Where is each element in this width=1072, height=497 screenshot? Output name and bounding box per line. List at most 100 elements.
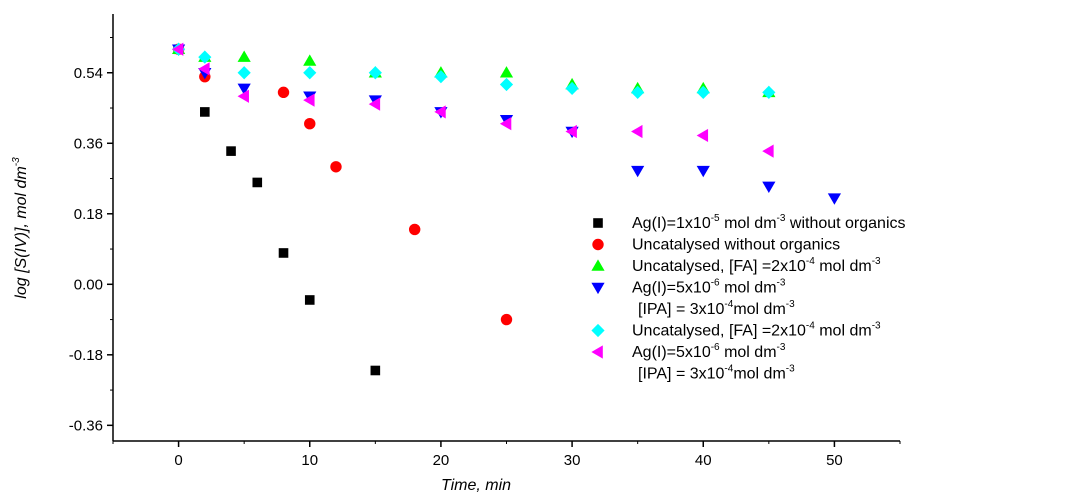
legend-label-text: [IPA] = 3x10 <box>638 301 725 318</box>
legend-marker <box>591 345 603 359</box>
y-axis-title-sup: -3 <box>11 157 22 166</box>
legend-label: Ag(I)=5x10-6 mol dm-3 <box>632 342 786 361</box>
legend-entry: Uncatalysed, [FA] =2x10-4 mol dm-3 <box>591 256 881 275</box>
data-point <box>762 85 776 99</box>
data-point <box>171 42 184 56</box>
legend-marker <box>591 259 605 271</box>
legend-marker <box>592 238 604 251</box>
series-diamond-points <box>171 42 776 99</box>
legend-label-sup: -5 <box>711 213 720 224</box>
data-point <box>200 107 210 117</box>
legend-entry: Ag(I)=1x10-5 mol dm-3 without organics <box>593 213 906 232</box>
x-tick-label: 10 <box>301 452 318 469</box>
legend-label-text: mol dm <box>733 301 785 318</box>
legend-label-text: mol dm <box>815 258 872 275</box>
data-point <box>368 66 382 80</box>
legend-label-sup: -3 <box>786 299 795 310</box>
data-point <box>631 85 645 99</box>
x-tick-label: 40 <box>695 452 712 469</box>
x-axis-title: Time, min <box>441 477 511 494</box>
legend-label-text: Uncatalysed without organics <box>632 237 840 254</box>
legend-label-sup: -6 <box>711 342 720 353</box>
legend-label-text: mol dm <box>815 323 872 340</box>
legend-label-text: Ag(I)=5x10 <box>632 344 711 361</box>
legend-label-sup: -4 <box>806 256 815 267</box>
data-points <box>171 42 842 376</box>
legend-marker <box>593 218 603 228</box>
legend-label-sup: -4 <box>806 321 815 332</box>
x-tick-label: 20 <box>433 452 450 469</box>
legend-label-text: mol dm <box>733 366 785 383</box>
y-tick-label: -0.18 <box>69 347 103 364</box>
data-point <box>696 128 709 143</box>
legend-label: Ag(I)=5x10-6 mol dm-3 <box>632 278 786 297</box>
legend-label-sup: -3 <box>777 278 786 289</box>
legend-label-sup: -3 <box>872 256 881 267</box>
data-point <box>303 66 317 80</box>
data-point <box>304 117 316 130</box>
legend: Ag(I)=1x10-5 mol dm-3 without organicsUn… <box>591 213 906 383</box>
x-tick-label: 0 <box>174 452 182 469</box>
data-point <box>198 62 210 76</box>
data-point <box>330 161 342 173</box>
data-point <box>304 295 315 305</box>
data-point <box>434 105 446 119</box>
y-tick-label: 0.36 <box>74 135 103 152</box>
legend-label-text: Uncatalysed, [FA] =2x10 <box>632 258 806 275</box>
data-point <box>434 70 448 84</box>
legend-label-sup: -3 <box>777 213 786 224</box>
legend-label-sup: -4 <box>724 299 733 310</box>
x-ticks: 0 10 20 30 40 50 <box>112 441 901 469</box>
legend-label-text: Ag(I)=5x10 <box>632 280 711 297</box>
legend-entry: Uncatalysed, [FA] =2x10-4 mol dm-3 <box>591 321 881 340</box>
legend-entry: Ag(I)=5x10-6 mol dm-3[IPA] = 3x10-4mol d… <box>591 342 795 383</box>
y-tick-label: 0.54 <box>74 65 103 82</box>
legend-label: Uncatalysed, [FA] =2x10-4 mol dm-3 <box>632 321 881 340</box>
x-tick-label: 50 <box>826 452 843 469</box>
legend-label-text: [IPA] = 3x10 <box>638 366 725 383</box>
data-point <box>198 50 212 64</box>
y-tick-label: 0.18 <box>74 206 103 223</box>
legend-label-sup: -3 <box>777 342 786 353</box>
legend-label: [IPA] = 3x10-4mol dm-3 <box>638 299 795 318</box>
legend-label-text: Ag(I)=1x10 <box>632 215 711 232</box>
data-point <box>226 146 236 156</box>
data-point <box>237 83 251 96</box>
data-point <box>696 85 710 99</box>
data-point <box>631 124 643 139</box>
legend-label-text: mol dm <box>720 280 777 297</box>
data-point <box>827 193 842 205</box>
legend-label: [IPA] = 3x10-4mol dm-3 <box>638 364 795 383</box>
data-point <box>252 177 263 188</box>
data-point <box>278 248 289 258</box>
series-triangle-up-points <box>171 42 776 98</box>
data-point <box>303 93 315 107</box>
data-point <box>565 81 579 96</box>
series-circle-points <box>172 43 513 326</box>
data-point <box>408 223 421 236</box>
data-point <box>237 89 249 103</box>
data-point <box>368 97 381 111</box>
data-point <box>565 124 577 139</box>
legend-marker <box>591 323 605 338</box>
y-axis-title-main: log [S(IV)], mol dm <box>13 166 30 298</box>
data-point <box>696 165 710 178</box>
legend-label-text: Uncatalysed, [FA] =2x10 <box>632 323 806 340</box>
data-point <box>303 54 317 66</box>
legend-label: Uncatalysed without organics <box>632 237 840 254</box>
data-point <box>762 144 774 158</box>
legend-label-text: mol dm <box>720 344 777 361</box>
legend-entry: Ag(I)=5x10-6 mol dm-3[IPA] = 3x10-4mol d… <box>591 278 795 318</box>
y-axis-title-group: log [S(IV)], mol dm-3 <box>11 157 30 299</box>
data-point <box>499 66 514 78</box>
data-point <box>500 313 513 326</box>
legend-label: Ag(I)=1x10-5 mol dm-3 without organics <box>632 213 906 232</box>
data-point <box>277 86 290 99</box>
legend-entry: Uncatalysed without organics <box>592 237 840 254</box>
data-point <box>499 77 514 92</box>
x-tick-label: 30 <box>564 452 581 469</box>
y-axis-title: log [S(IV)], mol dm-3 <box>11 157 30 299</box>
series-triangle-left-points <box>171 42 774 158</box>
data-point <box>762 181 776 193</box>
legend-label-text: without organics <box>785 215 905 232</box>
